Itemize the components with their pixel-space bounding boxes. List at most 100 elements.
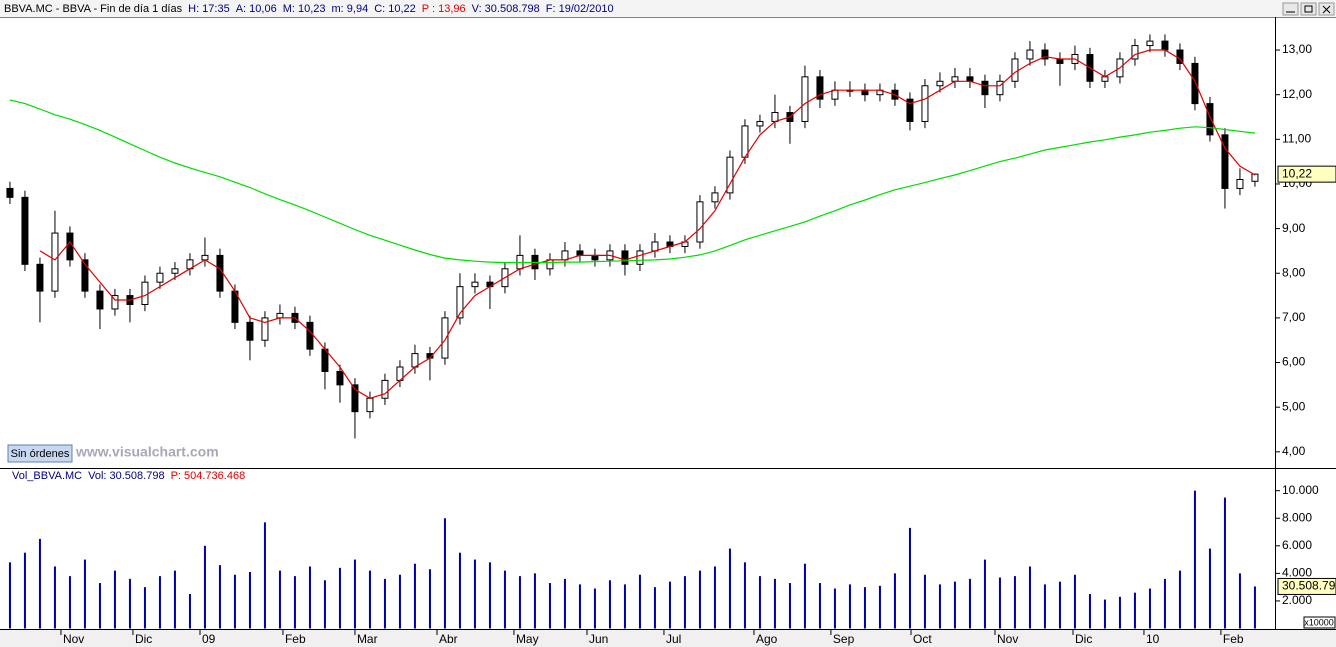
volume-bar — [1193, 490, 1196, 629]
candle-body — [576, 250, 584, 256]
header-field: F: 19/02/2010 — [546, 3, 614, 15]
volume-header: Vol_BBVA.MC Vol: 30.508.798 P: 504.736.468 — [12, 470, 245, 482]
y-tick-label: 5,00 — [1282, 399, 1306, 413]
y-tick-label: 4,00 — [1282, 444, 1306, 458]
volume-bar — [518, 576, 521, 629]
candle-body — [936, 80, 944, 87]
candle-body — [1236, 179, 1244, 189]
candle-body — [771, 112, 779, 122]
volume-bar — [443, 518, 446, 629]
volume-bar — [488, 562, 491, 629]
moving-average-line — [9, 99, 1256, 264]
volume-bar — [458, 552, 461, 629]
volume-bar — [953, 581, 956, 629]
x-tick-label: Mar — [357, 632, 378, 646]
x-tick-label: 09 — [202, 632, 216, 646]
candle-body — [471, 281, 479, 288]
header-field: V: 30.508.798 — [472, 3, 540, 15]
candle-body — [51, 232, 59, 292]
x-tick-label: Nov — [63, 632, 84, 646]
volume-bar — [278, 570, 281, 629]
volume-bar — [908, 527, 911, 629]
candle-body — [36, 263, 44, 292]
volume-bar — [698, 570, 701, 629]
volume-bar — [98, 583, 101, 629]
y-tick-label: 11,00 — [1282, 131, 1311, 145]
candle-body — [741, 125, 749, 158]
candle-body — [1026, 49, 1034, 60]
volume-bar — [143, 587, 146, 629]
orders-button-label[interactable]: Sin órdenes — [11, 448, 70, 460]
candle-body — [411, 353, 419, 368]
x-tick-label: Nov — [997, 632, 1018, 646]
watermark: www.visualchart.com — [75, 444, 219, 460]
header-field: Vol_BBVA.MC — [12, 470, 82, 482]
candle-body — [861, 89, 869, 96]
volume-bar — [1118, 596, 1121, 629]
volume-bar — [188, 594, 191, 629]
header-field: M: 10,23 — [283, 3, 326, 15]
volume-bar — [1238, 573, 1241, 629]
candle-body — [816, 76, 824, 100]
volume-bar — [878, 585, 881, 629]
volume-bar — [293, 576, 296, 629]
candle-body — [1221, 134, 1229, 189]
volume-bar — [1133, 592, 1136, 629]
maximize-icon — [1304, 5, 1313, 13]
volume-bar — [473, 559, 476, 629]
volume-bar — [38, 538, 41, 629]
candle-body — [966, 76, 974, 82]
volume-bar — [998, 577, 1001, 629]
candle-body — [696, 201, 704, 243]
volume-bar — [1028, 566, 1031, 629]
candle-body — [831, 89, 839, 100]
volume-bar — [233, 574, 236, 629]
candle-body — [156, 272, 164, 283]
candle-body — [636, 250, 644, 265]
maximize-button[interactable] — [1300, 2, 1317, 16]
y-tick-label: 8.000 — [1282, 510, 1312, 524]
volume-bar — [338, 567, 341, 629]
minimize-button[interactable] — [1282, 2, 1299, 16]
volume-bar — [203, 545, 206, 629]
volume-bar — [923, 574, 926, 629]
volume-bar — [1178, 570, 1181, 629]
volume-bar — [788, 583, 791, 629]
volume-bar — [83, 559, 86, 629]
volume-bar — [563, 578, 566, 629]
candle-body — [441, 317, 449, 359]
volume-bar — [1253, 586, 1256, 629]
candle-body — [216, 254, 224, 292]
volume-bar — [113, 570, 116, 629]
header-field: C: 10,22 — [374, 3, 416, 15]
header-field: BBVA.MC - BBVA - Fin de día 1 días — [4, 3, 183, 15]
y-tick-label: 7,00 — [1282, 310, 1306, 324]
candle-body — [111, 295, 119, 310]
candle-body — [1146, 40, 1154, 47]
header-field: m: 9,94 — [332, 3, 369, 15]
candle-body — [996, 80, 1004, 96]
volume-bar — [503, 570, 506, 629]
moving-average-line — [39, 49, 1256, 399]
candle-body — [651, 241, 659, 252]
candle-body — [561, 250, 569, 261]
volume-bar — [983, 559, 986, 629]
header-field: Vol: 30.508.798 — [88, 470, 164, 482]
x-tick-label: Feb — [1223, 632, 1244, 646]
volume-bar — [53, 566, 56, 629]
volume-bar — [23, 552, 26, 629]
volume-bar — [323, 580, 326, 629]
candle-body — [1056, 58, 1064, 64]
candle-body — [711, 192, 719, 203]
candle-body — [621, 250, 629, 265]
x-tick-label: Dic — [135, 632, 152, 646]
volume-bar — [803, 563, 806, 629]
close-icon — [1322, 5, 1331, 14]
window-buttons — [1282, 2, 1335, 16]
volume-bar — [593, 588, 596, 629]
volume-bar — [428, 569, 431, 629]
candle-body — [381, 379, 389, 399]
orders-button[interactable] — [7, 444, 73, 463]
